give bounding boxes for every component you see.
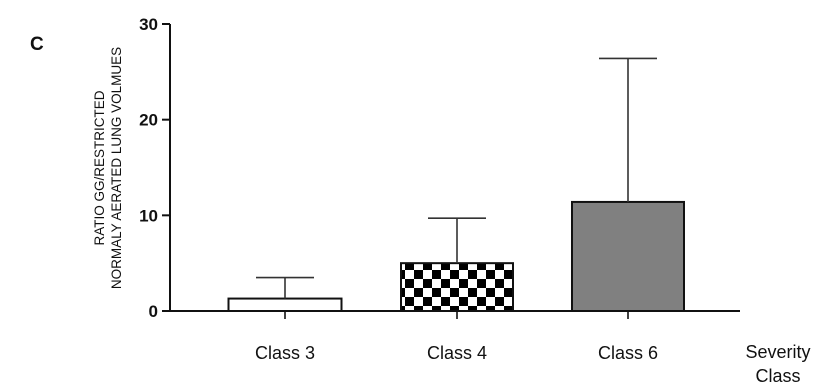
y-axis-title: RATIO GG/RESTRICTED NORMALY AERATED LUNG… xyxy=(92,47,124,289)
y-axis-title-line2: NORMALY AERATED LUNG VOLMUES xyxy=(109,47,124,289)
axes-group xyxy=(169,24,740,312)
x-ticks-group: Class 3 Class 4 Class 6 xyxy=(255,311,658,363)
y-tick-label-0: 0 xyxy=(149,302,158,321)
y-tick-label-10: 10 xyxy=(139,206,158,225)
x-axis-title: Severity Class xyxy=(745,342,810,386)
x-tick-label-class-6: Class 6 xyxy=(598,343,658,363)
bar-class-3 xyxy=(227,297,343,312)
panel-label: C xyxy=(30,34,44,55)
y-ticks-group: 0 10 20 30 xyxy=(139,15,170,321)
bar-class-6 xyxy=(571,200,685,312)
error-bars-group xyxy=(256,57,657,299)
bar-class-4 xyxy=(400,262,514,312)
x-tick-label-class-3: Class 3 xyxy=(255,343,315,363)
y-tick-label-30: 30 xyxy=(139,15,158,34)
x-tick-label-class-4: Class 4 xyxy=(427,343,487,363)
bars-group xyxy=(227,200,685,312)
x-axis-title-line1: Severity xyxy=(745,342,810,362)
y-tick-label-20: 20 xyxy=(139,111,158,130)
x-axis-title-line2: Class xyxy=(755,366,800,386)
y-axis-title-line1: RATIO GG/RESTRICTED xyxy=(92,90,107,245)
